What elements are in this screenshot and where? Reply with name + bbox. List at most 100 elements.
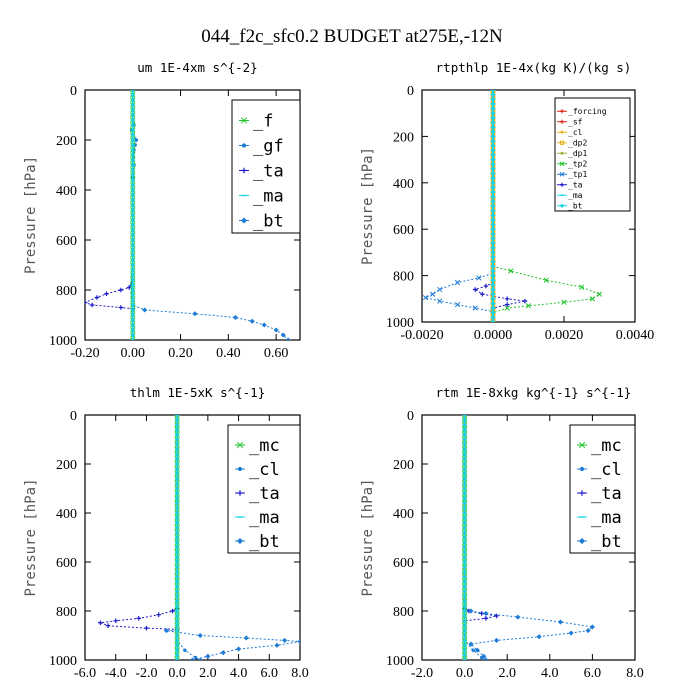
legend-marker bbox=[241, 143, 247, 148]
y-tick-label: 200 bbox=[56, 134, 77, 149]
x-tick-label: 4.0 bbox=[230, 666, 248, 681]
legend-marker bbox=[560, 130, 564, 135]
data-point bbox=[472, 287, 478, 292]
y-tick-label: 600 bbox=[393, 556, 414, 571]
data-point bbox=[118, 287, 124, 293]
y-tick-label: 600 bbox=[56, 556, 77, 571]
y-tick-label: 0 bbox=[407, 84, 414, 99]
legend-marker bbox=[579, 490, 585, 496]
data-point bbox=[483, 283, 489, 289]
data-point bbox=[235, 646, 242, 652]
data-point bbox=[142, 307, 148, 313]
data-point bbox=[543, 277, 549, 283]
series-ta bbox=[98, 415, 180, 660]
data-point bbox=[249, 318, 255, 324]
legend-box bbox=[231, 99, 301, 234]
y-tick-label: 800 bbox=[56, 284, 77, 299]
chart-panel-2: rtpthlp 1E-4x(kg K)/(kg s) Pressure [hPa]… bbox=[360, 60, 654, 343]
data-point bbox=[476, 275, 482, 281]
panel-title: um 1E-4xm s^{-2} bbox=[137, 60, 257, 75]
data-point bbox=[193, 655, 198, 660]
y-axis-label: Pressure [hPa] bbox=[23, 478, 39, 596]
data-point bbox=[454, 301, 461, 308]
data-point bbox=[163, 627, 170, 634]
x-tick-label: 0.0040 bbox=[616, 328, 655, 343]
legend-marker bbox=[237, 466, 243, 472]
legend-label: _sf bbox=[568, 118, 583, 127]
y-tick-label: 0 bbox=[70, 84, 77, 99]
y-tick-label: 200 bbox=[393, 458, 414, 473]
data-point bbox=[494, 613, 499, 619]
legend-label: _ma bbox=[253, 186, 284, 206]
x-tick-label: 6.0 bbox=[584, 666, 602, 681]
legend-marker bbox=[578, 441, 586, 449]
x-tick-label: 0.0 bbox=[456, 666, 474, 681]
data-point bbox=[232, 314, 239, 321]
data-point bbox=[85, 300, 88, 305]
y-axis-label: Pressure [hPa] bbox=[360, 478, 376, 596]
x-tick-label: 0.60 bbox=[264, 346, 289, 361]
y-tick-label: 800 bbox=[393, 270, 414, 285]
legend-label: _f bbox=[253, 111, 273, 131]
legend-label: _bt bbox=[591, 532, 622, 552]
y-tick-label: 600 bbox=[393, 223, 414, 238]
legend-label: _forcing bbox=[568, 107, 607, 116]
x-tick-label: -2.0 bbox=[135, 666, 157, 681]
data-point bbox=[429, 291, 436, 297]
series-line bbox=[85, 90, 134, 340]
y-tick-label: 1000 bbox=[386, 316, 414, 331]
y-tick-label: 400 bbox=[393, 177, 414, 192]
data-point bbox=[98, 620, 103, 626]
data-point bbox=[504, 305, 510, 311]
y-tick-label: 1000 bbox=[49, 654, 77, 669]
series-ma bbox=[462, 415, 467, 660]
legend-marker bbox=[559, 203, 565, 209]
legend-marker bbox=[237, 490, 243, 496]
data-point bbox=[297, 638, 300, 645]
data-point bbox=[192, 311, 198, 317]
panel-title: rtm 1E-8xkg kg^{-1} s^{-1} bbox=[436, 385, 632, 400]
data-point bbox=[557, 619, 564, 625]
y-tick-label: 0 bbox=[407, 409, 414, 424]
legend-marker bbox=[559, 161, 565, 167]
series-bt bbox=[130, 90, 291, 340]
x-tick-label: 8.0 bbox=[626, 666, 644, 681]
data-point bbox=[144, 625, 149, 631]
legend-marker bbox=[560, 182, 564, 187]
plot-area bbox=[422, 90, 603, 322]
series-bt bbox=[490, 90, 496, 322]
data-point bbox=[198, 658, 202, 660]
x-tick-label: 0.40 bbox=[216, 346, 241, 361]
legend-marker bbox=[578, 537, 586, 545]
plot-area bbox=[85, 90, 291, 340]
legend-marker bbox=[560, 109, 564, 114]
series-line bbox=[176, 415, 201, 660]
data-point bbox=[468, 608, 474, 614]
data-point bbox=[220, 649, 226, 656]
legend: _forcing _sf_cl _dp2_dp1 _tp2_tp1 _ta_ma _bt bbox=[554, 97, 631, 212]
legend-label: _mc bbox=[249, 436, 280, 456]
data-point bbox=[174, 657, 180, 660]
data-point bbox=[94, 295, 100, 300]
data-point bbox=[471, 648, 475, 652]
series-ma bbox=[174, 415, 180, 660]
data-point bbox=[454, 279, 461, 286]
chart-panel-1: um 1E-4xm s^{-2} Pressure [hPa] 0 200 400 600… bbox=[23, 60, 301, 361]
data-point bbox=[596, 291, 603, 297]
data-point bbox=[522, 298, 528, 304]
data-point bbox=[89, 302, 95, 308]
legend-label: _ma bbox=[568, 191, 583, 200]
legend: _mc _cl _ta _ma _bt bbox=[227, 424, 301, 554]
data-point bbox=[243, 635, 249, 641]
legend-label: _cl bbox=[591, 460, 622, 480]
x-tick-label: -0.20 bbox=[70, 346, 99, 361]
data-point bbox=[437, 286, 443, 293]
legend-marker bbox=[559, 140, 565, 145]
data-point bbox=[490, 319, 496, 322]
data-point bbox=[515, 614, 521, 620]
series-ma bbox=[130, 90, 136, 340]
legend-marker bbox=[560, 119, 564, 124]
series-line bbox=[424, 90, 494, 322]
y-tick-label: 1000 bbox=[386, 654, 414, 669]
data-point bbox=[493, 637, 500, 644]
